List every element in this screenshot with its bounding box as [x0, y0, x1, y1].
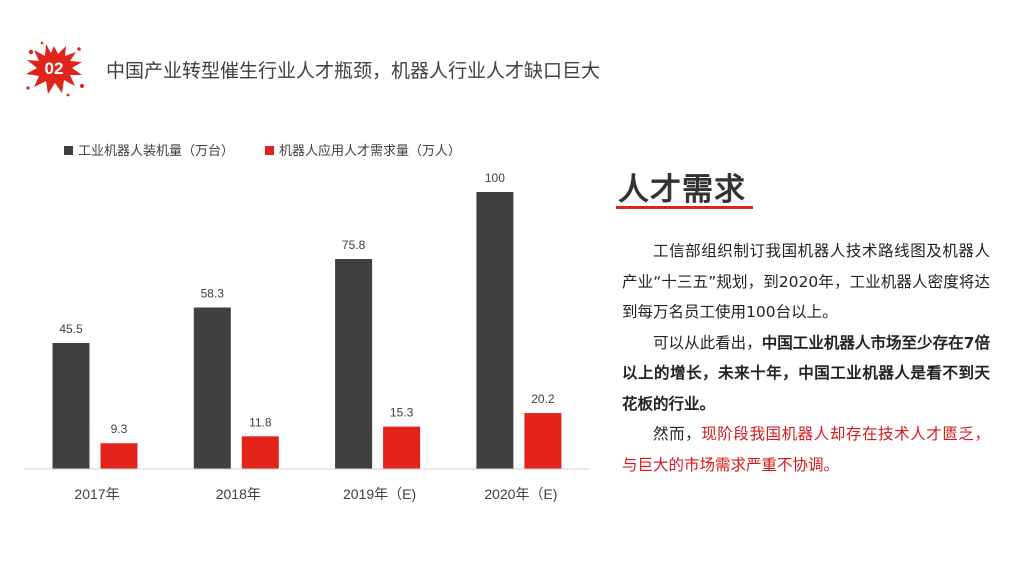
- paragraph-3-start: 然而，: [653, 425, 702, 443]
- legend-label: 工业机器人装机量（万台）: [78, 143, 234, 158]
- bar-installations: [52, 342, 90, 469]
- x-tick-label: 2020年（E): [484, 486, 557, 502]
- description-text: 工信部组织制订我国机器人技术路线图及机器人产业“十三五”规划，到2020年，工业…: [622, 236, 990, 480]
- bar-value-label: 9.3: [111, 422, 128, 436]
- bar-value-label: 100: [485, 171, 505, 185]
- bar-talent-demand: [524, 413, 562, 469]
- paragraph-3: 然而，现阶段我国机器人却存在技术人才匮乏，与巨大的市场需求严重不协调。: [622, 419, 990, 480]
- bar-value-label: 45.5: [59, 322, 83, 336]
- section-heading: 人才需求: [618, 172, 746, 208]
- bar-value-label: 11.8: [249, 415, 272, 429]
- badge-number: 02: [45, 59, 64, 78]
- page-title: 中国产业转型催生行业人才瓶颈，机器人行业人才缺口巨大: [106, 60, 601, 82]
- chart-bars: [52, 192, 562, 469]
- legend-swatch: [265, 146, 274, 155]
- chart-x-labels: 2017年 2018年 2019年（E) 2020年（E): [74, 486, 557, 502]
- red-paint-splash-icon: 02: [22, 40, 86, 98]
- paragraph-2-start: 可以从此看出，: [653, 333, 762, 352]
- x-tick-label: 2019年（E): [343, 486, 416, 502]
- bar-installations: [193, 307, 231, 469]
- x-tick-label: 2017年: [74, 486, 119, 502]
- bar-talent-demand: [241, 436, 279, 469]
- bar-value-label: 58.3: [201, 287, 225, 301]
- bar-installations: [335, 259, 373, 469]
- chart-legend: 工业机器人装机量（万台） 机器人应用人才需求量（万人）: [64, 143, 461, 158]
- bar-talent-demand: [100, 443, 138, 469]
- legend-swatch: [64, 146, 73, 155]
- bar-installations: [476, 192, 514, 469]
- bar-value-label: 20.2: [531, 392, 555, 406]
- legend-label: 机器人应用人才需求量（万人）: [279, 143, 461, 158]
- bar-talent-demand: [383, 426, 421, 469]
- bar-value-label: 75.8: [342, 238, 366, 252]
- heading-underline: [616, 206, 753, 209]
- paragraph-3-red: 现阶段我国机器人却存在技术人才匮乏，与巨大的市场需求严重不协调。: [622, 425, 990, 474]
- bar-chart: 工业机器人装机量（万台） 机器人应用人才需求量（万人） 45.5 9.3 58.3 11…: [24, 143, 590, 502]
- paragraph-1: 工信部组织制订我国机器人技术路线图及机器人产业“十三五”规划，到2020年，工业…: [622, 242, 990, 321]
- bar-value-label: 15.3: [390, 406, 414, 420]
- chart-value-labels: 45.5 9.3 58.3 11.8 75.8 15.3 100 20.2: [59, 171, 555, 436]
- paragraph-2-bold: 中国工业机器人市场至少存在7倍以上的增长，未来十年，中国工业机器人是看不到天花板…: [622, 333, 990, 413]
- paragraph-2: 可以从此看出，中国工业机器人市场至少存在7倍以上的增长，未来十年，中国工业机器人…: [622, 328, 990, 420]
- x-tick-label: 2018年: [216, 486, 261, 502]
